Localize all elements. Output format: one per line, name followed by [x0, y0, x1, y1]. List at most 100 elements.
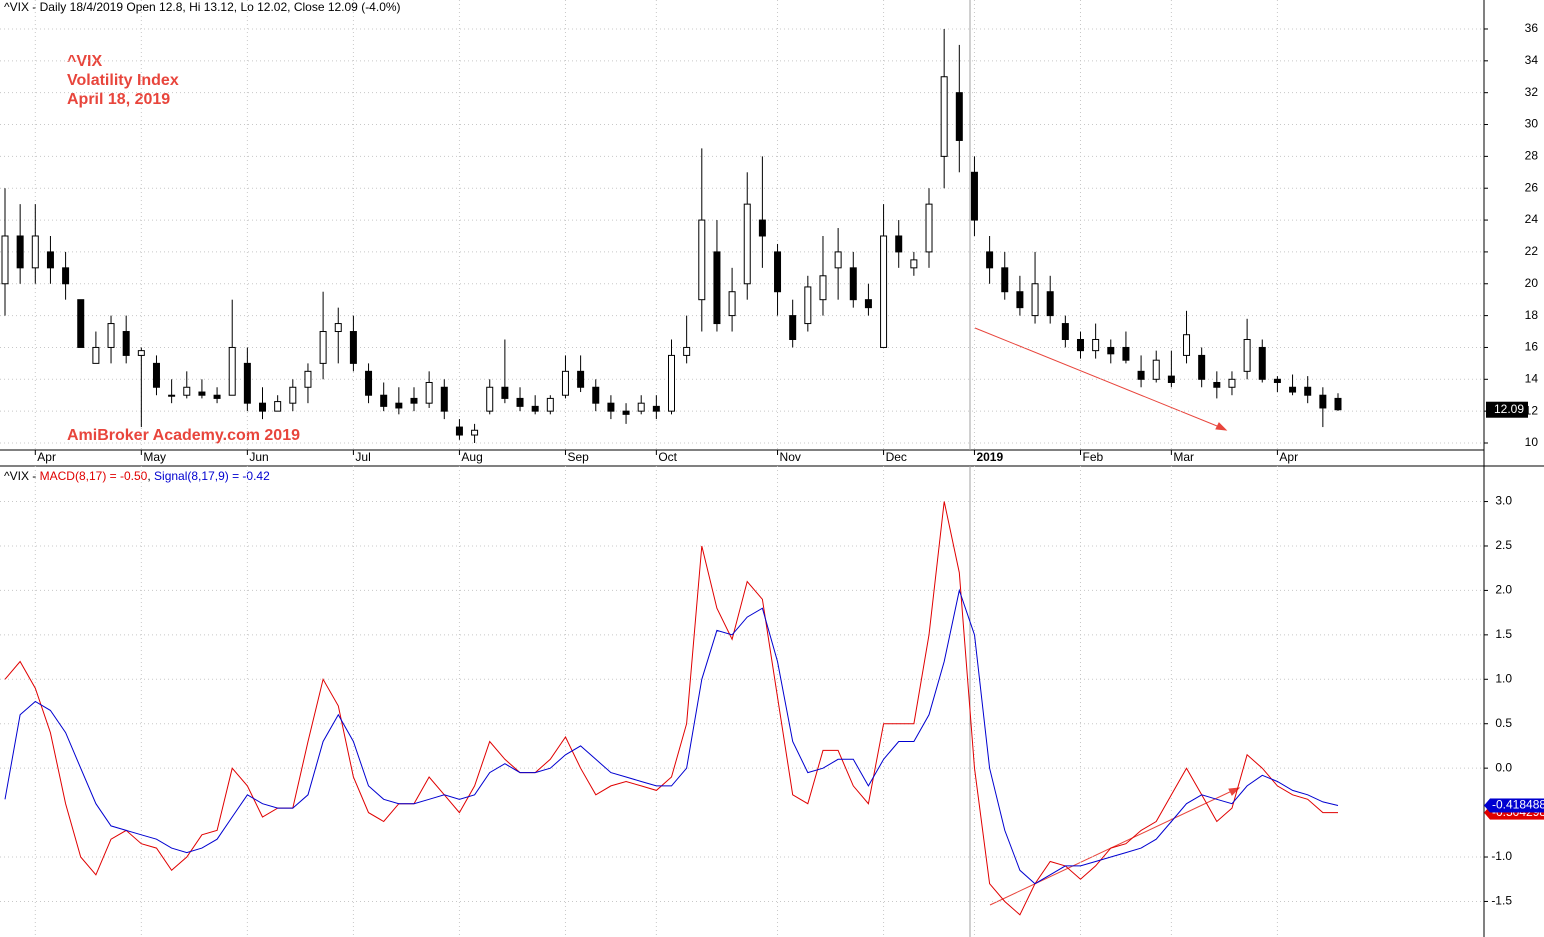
candle-body: [986, 251, 994, 269]
x-tick-label: Apr: [37, 450, 56, 464]
candle-body: [1137, 370, 1145, 380]
candle-body: [122, 331, 130, 356]
y-tick-label: 3.0: [1495, 494, 1512, 508]
candle-body: [531, 405, 539, 412]
candle-body: [880, 235, 888, 348]
candle-body: [365, 370, 373, 396]
candle-body: [1213, 381, 1221, 388]
candle-body: [77, 299, 85, 348]
candle-body: [1243, 338, 1251, 372]
candle-body: [804, 286, 812, 325]
candle-body: [16, 235, 24, 269]
candle-body: [1152, 359, 1160, 380]
series-line: [4, 588, 1339, 885]
annotation: ^VIX: [67, 53, 102, 70]
candle-body: [1289, 386, 1297, 393]
candle-body: [213, 394, 221, 399]
candle-body: [152, 362, 160, 388]
x-tick-label: Dec: [886, 450, 907, 464]
candle-body: [789, 315, 797, 340]
candle-body: [592, 386, 600, 404]
arrow-head: [1215, 422, 1228, 431]
arrow-head: [1228, 787, 1241, 796]
x-tick-label: Mar: [1173, 450, 1194, 464]
y-tick-label: 12: [1525, 403, 1539, 417]
candle-body: [92, 346, 100, 364]
candle-body: [1001, 267, 1009, 293]
candle-body: [622, 410, 630, 415]
y-tick-label: 14: [1525, 371, 1539, 385]
candle-body: [471, 429, 479, 436]
candle-body: [925, 203, 933, 253]
y-tick-label: -1.5: [1491, 894, 1512, 908]
candle-body: [198, 391, 206, 396]
chart-title: ^VIX - Daily 18/4/2019 Open 12.8, Hi 13.…: [4, 0, 401, 14]
y-tick-label: 1.0: [1495, 671, 1512, 685]
x-tick-label: 2019: [976, 450, 1003, 464]
candle-body: [440, 386, 448, 412]
candle-body: [1198, 354, 1206, 380]
last-value-pointer: [1484, 798, 1490, 813]
y-tick-label: -1.0: [1491, 849, 1512, 863]
y-tick-label: 26: [1525, 180, 1539, 194]
candle-body: [834, 251, 842, 269]
candle-body: [910, 259, 918, 269]
candle-body: [349, 331, 357, 364]
candle-body: [46, 251, 54, 269]
candle-body: [1334, 397, 1342, 411]
candle-body: [1167, 375, 1175, 383]
last-value-label: -0.418488: [1492, 798, 1544, 812]
y-tick-label: 2.5: [1495, 538, 1512, 552]
legend-prefix: ^VIX -: [4, 469, 40, 483]
y-tick-label: 22: [1525, 244, 1539, 258]
candle-body: [304, 370, 312, 388]
candle-body: [955, 92, 963, 141]
annotation: Volatility Index: [67, 72, 179, 89]
candle-body: [183, 386, 191, 396]
candle-body: [425, 381, 433, 404]
y-tick-label: 0.0: [1495, 760, 1512, 774]
y-tick-label: 18: [1525, 308, 1539, 322]
candle-body: [334, 323, 342, 333]
candle-body: [1228, 378, 1236, 388]
candle-body: [1, 235, 9, 285]
candle-body: [243, 362, 251, 404]
candle-body: [107, 323, 115, 348]
candle-body: [1107, 346, 1115, 355]
y-tick-label: 28: [1525, 149, 1539, 163]
candle-body: [319, 331, 327, 364]
y-tick-label: 30: [1525, 117, 1539, 131]
annotation: April 18, 2019: [67, 91, 170, 108]
candle-body: [1304, 386, 1312, 396]
candle-body: [895, 235, 903, 253]
candle-body: [668, 354, 675, 412]
indicator-legend: ^VIX - MACD(8,17) = -0.50, Signal(8,17,9…: [4, 469, 270, 483]
y-tick-label: 34: [1525, 53, 1539, 67]
candle-body: [1076, 338, 1084, 352]
annotation: AmiBroker Academy.com 2019: [67, 427, 300, 444]
candle-body: [455, 426, 463, 436]
candle-body: [516, 397, 524, 407]
candle-body: [970, 171, 978, 221]
candle-body: [849, 267, 857, 301]
x-tick-label: Feb: [1082, 450, 1103, 464]
candle-body: [561, 370, 569, 396]
y-tick-label: 10: [1525, 435, 1539, 449]
candle-body: [1273, 378, 1281, 383]
candle-body: [274, 401, 282, 412]
candle-body: [683, 346, 691, 356]
y-tick-label: 16: [1525, 340, 1539, 354]
legend-entry: MACD(8,17) = -0.50: [40, 469, 148, 483]
candle-body: [410, 397, 418, 404]
x-tick-label: Aug: [461, 450, 482, 464]
candle-body: [758, 219, 766, 237]
candle-body: [259, 402, 267, 412]
candle-body: [743, 203, 751, 285]
candle-body: [1031, 283, 1039, 317]
last-value-box: [1490, 798, 1544, 813]
last-price-box: [1486, 401, 1528, 418]
legend-entry: Signal(8,17,9) = -0.42: [154, 469, 270, 483]
candle-body: [486, 386, 494, 412]
x-tick-label: Apr: [1279, 450, 1298, 464]
